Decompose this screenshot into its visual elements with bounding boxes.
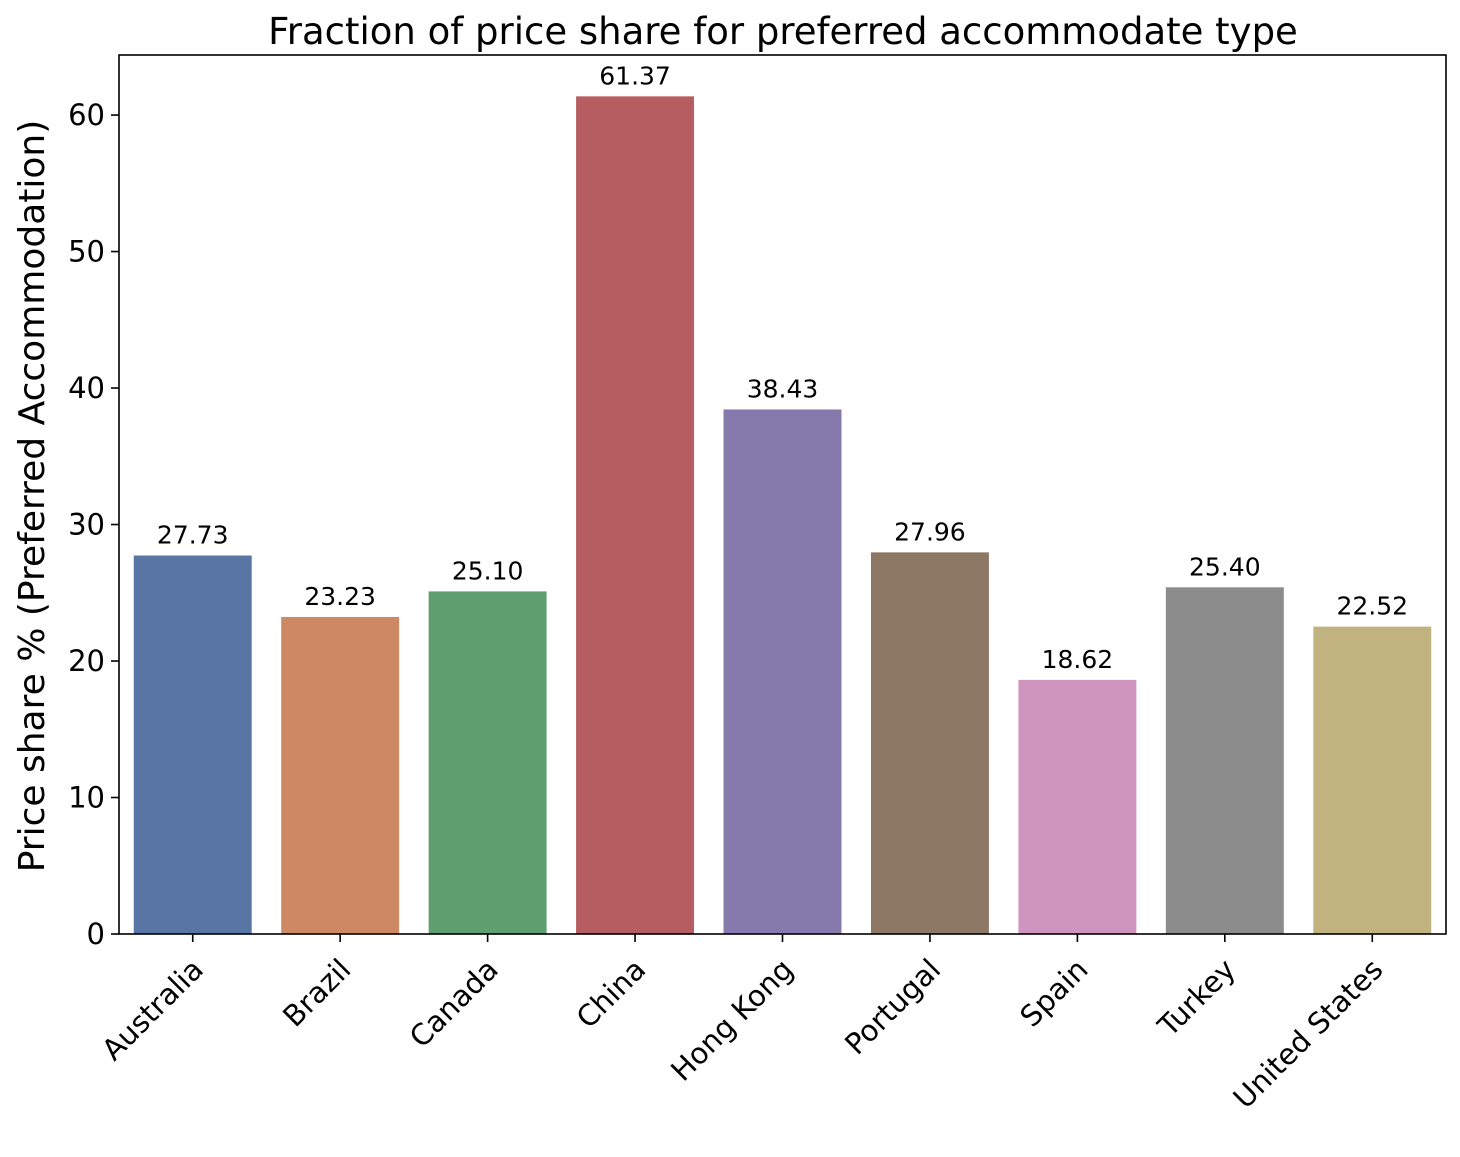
bars-group (133, 96, 1432, 934)
bar-value-label: 23.23 (304, 582, 376, 611)
bar-turkey (1165, 587, 1284, 934)
bar-value-label: 27.96 (894, 517, 966, 546)
bar-brazil (281, 616, 400, 934)
x-tick-label: Canada (403, 952, 505, 1054)
x-tick-label: China (570, 952, 653, 1035)
y-tick-label: 40 (68, 371, 105, 405)
bar-value-label: 25.40 (1189, 552, 1261, 581)
y-tick-label: 30 (68, 508, 105, 542)
bar-value-label: 25.10 (452, 556, 524, 585)
bar-australia (133, 555, 252, 934)
y-axis-label: Price share % (Preferred Accommodation) (12, 120, 53, 873)
y-tick-label: 10 (68, 781, 105, 815)
bar-united-states (1313, 626, 1432, 934)
x-tick-label: Spain (1013, 952, 1094, 1033)
bar-portugal (870, 552, 989, 934)
y-tick-label: 50 (68, 235, 105, 269)
plot-frame (118, 54, 1447, 935)
bar-value-label: 18.62 (1042, 645, 1114, 674)
y-tick-label: 20 (68, 644, 105, 678)
bar-value-label: 22.52 (1336, 592, 1408, 621)
x-tick-label: Hong Kong (664, 952, 800, 1088)
bar-spain (1018, 679, 1137, 934)
bar-value-labels: 27.73 23.23 25.10 61.37 38.43 27.96 18.62 25.40… (157, 61, 1408, 673)
bar-value-label: 27.73 (157, 521, 229, 550)
bar-hong-kong (723, 409, 842, 934)
x-tick-label: Australia (95, 952, 210, 1067)
chart-title: Fraction of price share for preferred ac… (268, 10, 1298, 53)
bar-canada (428, 591, 547, 934)
x-tick-label: Turkey (1151, 952, 1242, 1043)
bar-value-label: 38.43 (747, 374, 819, 403)
y-tick-label: 0 (87, 917, 105, 951)
x-tick-label: Brazil (276, 952, 357, 1033)
y-axis-ticks: 0 10 20 30 40 50 60 (68, 98, 119, 951)
bar-china (576, 96, 695, 934)
x-tick-label: Portugal (838, 952, 947, 1061)
x-tick-label: United States (1227, 952, 1390, 1115)
y-tick-label: 60 (68, 98, 105, 132)
x-axis-ticks: Australia Brazil Canada China Hong Kong Portu… (95, 934, 1389, 1115)
bar-value-label: 61.37 (599, 61, 671, 90)
